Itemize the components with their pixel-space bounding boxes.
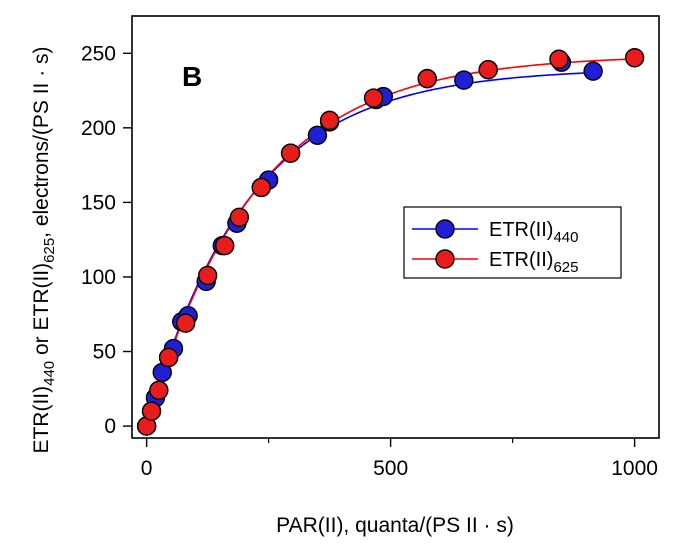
point-625-7 (229, 207, 250, 228)
legend-label-440: ETR(II)440 (489, 219, 578, 246)
y-title-part-3: , electrons/(PS II · s) (30, 46, 53, 237)
y-title-part-1: ETR(II) (30, 386, 53, 454)
plot-frame (131, 15, 660, 439)
ticks-layer: 0 500 1000 0 50 100 150 200 250 (81, 42, 658, 480)
legend-label-625-base: ETR(II) (489, 249, 553, 271)
legend-marker-440 (435, 219, 455, 239)
y-tick-label-50: 50 (93, 341, 116, 364)
legend-label-625: ETR(II)625 (489, 249, 578, 276)
legend: ETR(II)440 ETR(II)625 (403, 206, 622, 279)
point-625-5 (197, 265, 218, 286)
x-axis-title: PAR(II), quanta/(PS II · s) (276, 514, 514, 537)
point-625-3 (158, 347, 179, 368)
point-625-6 (215, 235, 235, 256)
y-tick-label-0: 0 (104, 415, 116, 438)
point-625-1 (141, 401, 162, 421)
y-tick-label-250: 250 (81, 42, 116, 65)
legend-label-440-sub: 440 (553, 229, 578, 246)
point-625-11 (363, 88, 384, 108)
y-axis-title: ETR(II)440 or ETR(II)625, electrons/(PS … (30, 46, 58, 453)
legend-marker-625 (435, 249, 455, 269)
y-tick-label-100: 100 (81, 266, 116, 289)
point-625-12 (417, 68, 437, 89)
point-440-14 (307, 125, 328, 145)
point-625-8 (251, 177, 272, 198)
y-title-sub-440: 440 (41, 361, 58, 386)
x-tick-label-0: 0 (141, 457, 153, 480)
y-tick-label-150: 150 (81, 191, 116, 214)
legend-label-440-base: ETR(II) (489, 219, 553, 241)
legend-label-625-sub: 625 (553, 259, 578, 276)
x-tick-label-500: 500 (373, 457, 408, 480)
point-625-10 (319, 110, 340, 131)
point-625-14 (549, 49, 569, 69)
y-title-part-2: or ETR(II) (30, 263, 53, 361)
point-625-13 (478, 59, 498, 80)
y-tick-label-200: 200 (81, 117, 116, 140)
point-625-2 (149, 380, 169, 400)
panel-label: B (182, 61, 202, 92)
points-layer (136, 48, 645, 436)
y-title-sub-625: 625 (41, 238, 58, 263)
point-440-19 (454, 70, 474, 90)
point-625-4 (175, 313, 196, 333)
point-625-15 (624, 48, 645, 68)
point-625-9 (280, 143, 301, 163)
point-440-22 (583, 61, 603, 81)
x-tick-label-1000: 1000 (611, 457, 658, 480)
